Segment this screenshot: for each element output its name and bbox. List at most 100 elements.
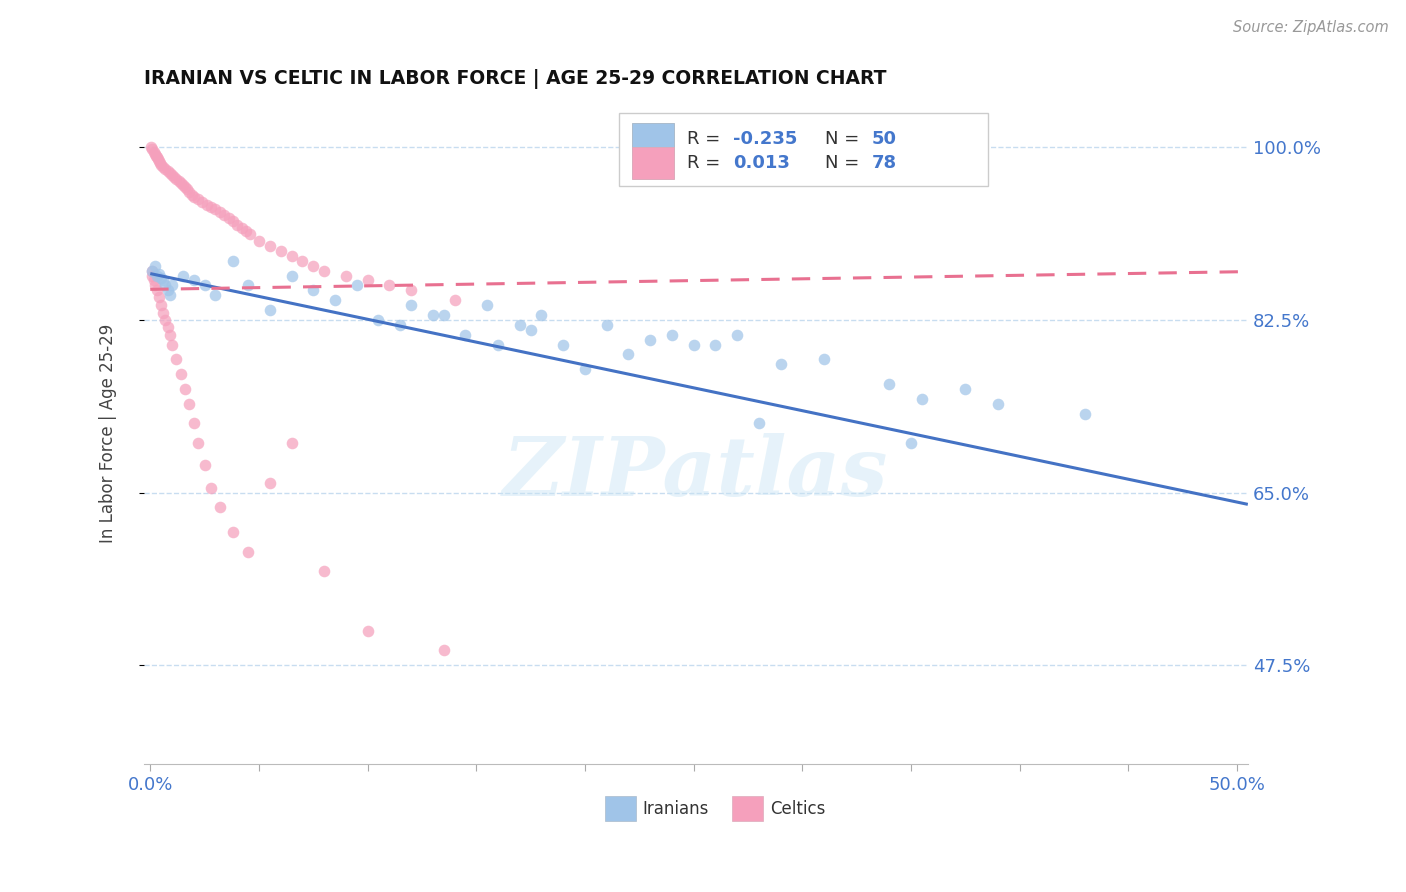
Point [399, 298, 422, 312]
Text: IRANIAN VS CELTIC IN LABOR FORCE | AGE 25-29 CORRELATION CHART: IRANIAN VS CELTIC IN LABOR FORCE | AGE 2… [143, 69, 886, 88]
Point [142, 273, 165, 287]
Point [191, 194, 214, 209]
Point [194, 458, 217, 472]
Point [204, 288, 226, 302]
FancyBboxPatch shape [733, 796, 763, 822]
Point [143, 259, 166, 273]
Point [486, 337, 509, 351]
Point [149, 156, 172, 170]
Point [163, 169, 186, 184]
Point [208, 205, 231, 219]
Point [1074, 407, 1097, 421]
Text: ZIPatlas: ZIPatlas [503, 433, 889, 513]
Point [231, 221, 253, 235]
Point [422, 308, 444, 322]
Point [155, 278, 177, 293]
Point [617, 347, 640, 361]
Point [194, 278, 217, 293]
Point [443, 293, 465, 308]
Point [160, 337, 183, 351]
Point [172, 178, 194, 192]
Point [143, 147, 166, 161]
Point [180, 187, 202, 202]
FancyBboxPatch shape [631, 147, 673, 179]
Point [222, 214, 245, 228]
Point [141, 142, 163, 156]
Point [165, 352, 187, 367]
Point [335, 268, 357, 283]
Point [152, 160, 174, 174]
Point [280, 436, 302, 450]
Point [987, 397, 1010, 411]
Point [704, 337, 727, 351]
Point [218, 211, 240, 226]
Point [236, 544, 259, 558]
Point [259, 475, 281, 490]
Point [769, 357, 792, 371]
Point [150, 158, 173, 172]
Point [143, 278, 166, 293]
Point [346, 278, 368, 293]
Point [150, 270, 173, 285]
Point [146, 152, 169, 166]
Point [236, 278, 259, 293]
Point [141, 140, 163, 154]
Point [638, 333, 661, 347]
Point [159, 288, 181, 302]
Point [187, 192, 209, 206]
Point [270, 244, 292, 258]
FancyBboxPatch shape [631, 123, 673, 154]
Point [141, 268, 163, 283]
Point [399, 283, 422, 297]
Point [323, 293, 346, 308]
Point [183, 273, 205, 287]
Point [183, 189, 205, 203]
Text: -0.235: -0.235 [734, 129, 797, 148]
Point [200, 481, 222, 495]
Point [160, 168, 183, 182]
Point [183, 417, 205, 431]
Point [179, 185, 201, 199]
Point [148, 290, 170, 304]
Point [156, 319, 179, 334]
Point [748, 417, 770, 431]
Point [356, 273, 378, 287]
Text: N =: N = [825, 129, 865, 148]
Point [877, 377, 900, 392]
Point [142, 145, 165, 160]
Text: N =: N = [825, 154, 865, 172]
Point [170, 176, 193, 190]
Point [159, 166, 181, 180]
Point [159, 327, 181, 342]
Point [259, 303, 281, 318]
Text: 50: 50 [872, 129, 897, 148]
Point [146, 283, 169, 297]
Point [259, 239, 281, 253]
Point [302, 283, 325, 297]
Point [208, 500, 231, 515]
Point [475, 298, 498, 312]
Point [553, 337, 575, 351]
Point [813, 352, 835, 367]
Point [509, 318, 531, 332]
Point [302, 259, 325, 273]
Text: Iranians: Iranians [643, 799, 709, 818]
Text: 78: 78 [872, 154, 897, 172]
Point [172, 268, 194, 283]
Point [176, 182, 198, 196]
Point [187, 436, 209, 450]
Point [222, 524, 245, 539]
Point [170, 367, 193, 381]
Point [280, 268, 302, 283]
Point [433, 643, 456, 657]
Point [204, 202, 226, 217]
Point [235, 224, 257, 238]
Text: Source: ZipAtlas.com: Source: ZipAtlas.com [1233, 20, 1389, 35]
Point [661, 327, 683, 342]
Point [155, 162, 177, 177]
Point [174, 179, 197, 194]
Point [156, 283, 179, 297]
Point [150, 298, 173, 312]
Point [152, 306, 174, 320]
Text: R =: R = [688, 129, 725, 148]
